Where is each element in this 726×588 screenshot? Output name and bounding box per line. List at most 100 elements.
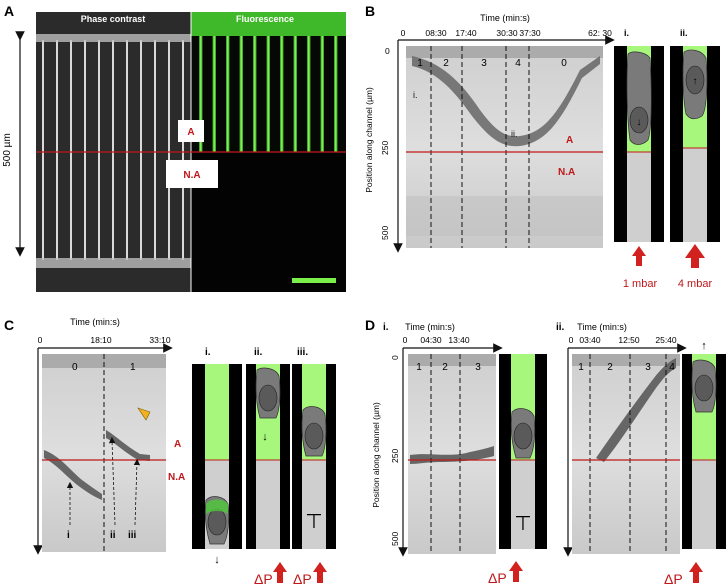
panel-b-phase-label: 3 (481, 58, 487, 69)
nucleus (694, 374, 714, 402)
pressure-1-label: 1 mbar (623, 278, 658, 290)
fluorescent-channel (199, 36, 203, 152)
panel-c-inset-iii-label: iii. (297, 347, 308, 358)
panel-b-ytick-0: 0 (385, 46, 390, 56)
blocked-icon: ⊤ (514, 513, 531, 535)
panel-b-y-axis: Position along channel (µm) (364, 87, 374, 193)
panel-b: B Time (min:s) 0 08:30 17:40 30:30 37:30 62: … (364, 3, 720, 290)
panel-d-i-time-tick: 0 (403, 335, 408, 345)
channel-wall (42, 40, 44, 260)
panel-c-event-ii: ii (110, 530, 116, 541)
phase-contrast-title: Phase contrast (81, 14, 146, 24)
fluorescent-channel (212, 36, 216, 152)
panel-d-ii-phase-label: 4 (669, 362, 675, 373)
panel-d-ii-phase-label: 2 (607, 362, 613, 373)
fluorescent-channel (266, 36, 270, 152)
panel-d-i-time-tick: 04:30 (420, 335, 442, 345)
panel-d-i-time-tick: 13:40 (448, 335, 470, 345)
channel-wall (182, 40, 184, 260)
panel-c-time-tick: 33:10 (149, 335, 171, 345)
fluorescent-channel (320, 36, 324, 152)
channel-wall (98, 40, 100, 260)
scale-label: 500 µm (2, 133, 13, 167)
red-arrow-small-icon (632, 246, 646, 266)
panel-b-inset-ii-label: ii. (680, 28, 688, 38)
fluorescent-channel (253, 36, 257, 152)
panel-b-phase-label: 0 (561, 58, 567, 69)
panel-d-letter: D (365, 317, 375, 333)
panel-d-i-phase-label: 2 (442, 362, 448, 373)
panel-d-i-phase-label: 1 (416, 362, 422, 373)
channel-wall (168, 40, 170, 260)
panel-d-ii-cell-trace (596, 358, 676, 462)
panel-d: D i. ii. Time (min:s) Time (min:s) 0 04:3… (365, 317, 726, 587)
region-a-label: A (187, 127, 194, 138)
panel-c-event-iii: iii (128, 530, 137, 541)
channel-wall (84, 40, 86, 260)
panel-d-i-phase-label: 3 (475, 362, 481, 373)
down-arrow-icon: ↓ (262, 431, 268, 443)
channel-wall (154, 40, 156, 260)
panel-c-letter: C (4, 317, 14, 333)
panel-d-ii-kymograph (572, 354, 680, 554)
nucleus (207, 508, 227, 536)
panel-b-time-tick: 62: 30 (588, 28, 612, 38)
panel-b-time-tick: 17:40 (455, 28, 477, 38)
panel-c-pressure-ii: ΔP (254, 571, 273, 587)
panel-b-inset-i: ↓ (614, 46, 664, 242)
panel-c-time-tick: 0 (38, 335, 43, 345)
panel-c-cell-trace-0 (44, 450, 102, 500)
fluorescent-channel (307, 36, 311, 152)
panel-b-ytick-500: 500 (380, 226, 390, 240)
panel-b-time-tick: 30:30 (496, 28, 518, 38)
fluorescent-channel (226, 36, 230, 152)
panel-a-letter: A (4, 3, 14, 19)
panel-c-inset-ii: ↓ (246, 364, 290, 549)
panel-b-phase-label: 1 (417, 58, 423, 69)
panel-c-event-i: i (67, 530, 70, 541)
panel-c: C Time (min:s) 0 18:10 33:10 0 1 A N.A i i… (4, 317, 336, 587)
panel-c-region-na: N.A (168, 472, 185, 483)
panel-c-region-a: A (174, 439, 181, 450)
panel-b-time-axis: Time (min:s) (480, 13, 530, 23)
warning-marker-icon (137, 407, 151, 421)
nucleus (513, 422, 533, 450)
panel-d-ii-phase-label: 3 (645, 362, 651, 373)
panel-d-ytick-500: 500 (390, 532, 400, 546)
panel-c-phase-0: 0 (72, 362, 78, 373)
blocked-icon: ⊤ (305, 511, 322, 533)
panel-c-cell-trace-1 (106, 430, 150, 461)
panel-c-phase-1: 1 (130, 362, 136, 373)
nucleus (258, 384, 278, 412)
panel-b-ytick-250: 250 (380, 141, 390, 155)
fluorescent-channel (280, 36, 284, 152)
channel-wall (126, 40, 128, 260)
panel-d-ii-time-tick: 0 (569, 335, 574, 345)
panel-d-time-axis-i: Time (min:s) (405, 322, 455, 332)
nucleus (629, 106, 649, 134)
panel-d-ii-time-tick: 12:50 (618, 335, 640, 345)
panel-b-letter: B (365, 3, 375, 19)
red-arrow-large-icon (685, 244, 705, 268)
fluorescence-title: Fluorescence (236, 14, 294, 24)
panel-b-region-na: N.A (558, 167, 575, 178)
panel-d-i-pressure: ΔP (488, 570, 507, 586)
panel-c-pressure-iii: ΔP (293, 571, 312, 587)
nucleus (304, 422, 324, 450)
panel-c-inset-i-label: i. (205, 347, 211, 358)
panel-b-time-tick: 08:30 (425, 28, 447, 38)
channel-wall (56, 40, 58, 260)
channel-wall (70, 40, 72, 260)
region-na-label: N.A (183, 170, 200, 181)
channel-wall (140, 40, 142, 260)
panel-b-cell-trace (412, 56, 600, 147)
panel-d-sub-ii: ii. (556, 322, 565, 333)
fluorescence-channels (199, 36, 338, 152)
panel-b-phase-label: 2 (443, 58, 449, 69)
panel-c-time-axis: Time (min:s) (70, 317, 120, 327)
panel-b-inset-i-label: i. (624, 28, 629, 38)
fluorescent-channel (239, 36, 243, 152)
panel-c-inset-ii-label: ii. (254, 347, 263, 358)
panel-a: A Phase contrast Fluorescence A N.A 500 … (2, 3, 346, 292)
